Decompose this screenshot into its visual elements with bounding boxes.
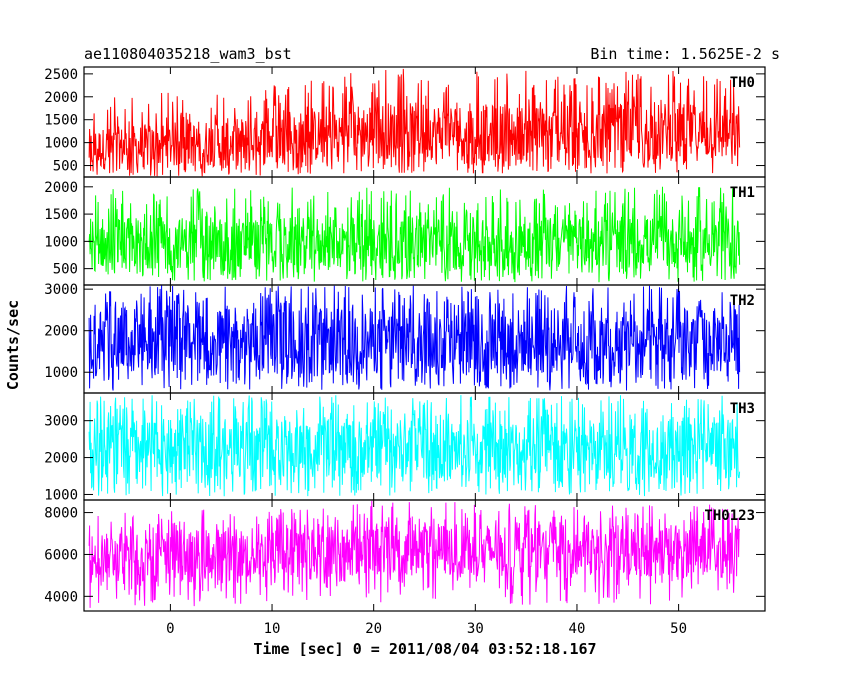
panel-th0123: 4000 6000 8000 TH0123 (44, 499, 766, 612)
y-axis-label: Counts/sec (4, 300, 22, 390)
chart-title: ae110804035218_wam3_bst (84, 45, 292, 63)
y-tick-label: 2000 (44, 324, 78, 340)
x-tick-label: 0 (166, 621, 174, 637)
panel-label: TH0 (730, 75, 755, 91)
y-tick-label: 4000 (44, 589, 78, 605)
y-tick-label: 2000 (44, 451, 78, 467)
panel-label: TH3 (730, 401, 755, 417)
x-axis-label: Time [sec] 0 = 2011/08/04 03:52:18.167 (253, 640, 596, 658)
y-tick-label: 1500 (44, 113, 78, 129)
series-th1 (88, 186, 741, 283)
panel-label: TH1 (730, 185, 755, 201)
y-tick-label: 2000 (44, 180, 78, 196)
y-tick-label: 2000 (44, 90, 78, 106)
y-tick-label: 1000 (44, 365, 78, 381)
x-tick-label: 50 (670, 621, 687, 637)
x-tick-label: 40 (569, 621, 586, 637)
y-tick-label: 1000 (44, 487, 78, 503)
x-tick-label: 20 (365, 621, 382, 637)
bin-time-label: Bin time: 1.5625E-2 s (590, 45, 780, 63)
y-tick-label: 2500 (44, 67, 78, 83)
y-tick-label: 1000 (44, 136, 78, 152)
series-th2 (88, 285, 741, 391)
panel-th1: 500 1000 1500 2000 TH1 (44, 176, 766, 286)
panel-th3: 1000 2000 3000 TH3 (44, 392, 766, 503)
y-tick-label: 6000 (44, 547, 78, 563)
series-th0 (88, 68, 741, 177)
panel-th2: 1000 2000 3000 TH2 (44, 282, 766, 394)
y-tick-label: 500 (53, 159, 78, 175)
series-th0123 (88, 500, 741, 608)
y-tick-label: 8000 (44, 506, 78, 522)
panel-th0: 500 1000 1500 2000 2500 TH0 (44, 66, 766, 178)
panel-label: TH2 (730, 293, 755, 309)
x-tick-label: 30 (467, 621, 484, 637)
y-tick-label: 500 (53, 262, 78, 278)
series-th3 (88, 395, 741, 497)
y-tick-label: 1500 (44, 207, 78, 223)
y-tick-label: 3000 (44, 282, 78, 298)
panel-label: TH0123 (704, 508, 755, 524)
x-tick-label: 10 (264, 621, 281, 637)
x-axis: 0 10 20 30 40 50 (166, 621, 687, 637)
y-tick-label: 1000 (44, 234, 78, 250)
panels-group: 500 1000 1500 2000 2500 TH0 500 1000 1500 2000 TH1… (44, 66, 766, 612)
panel-frame (83, 499, 766, 612)
y-tick-label: 3000 (44, 414, 78, 430)
